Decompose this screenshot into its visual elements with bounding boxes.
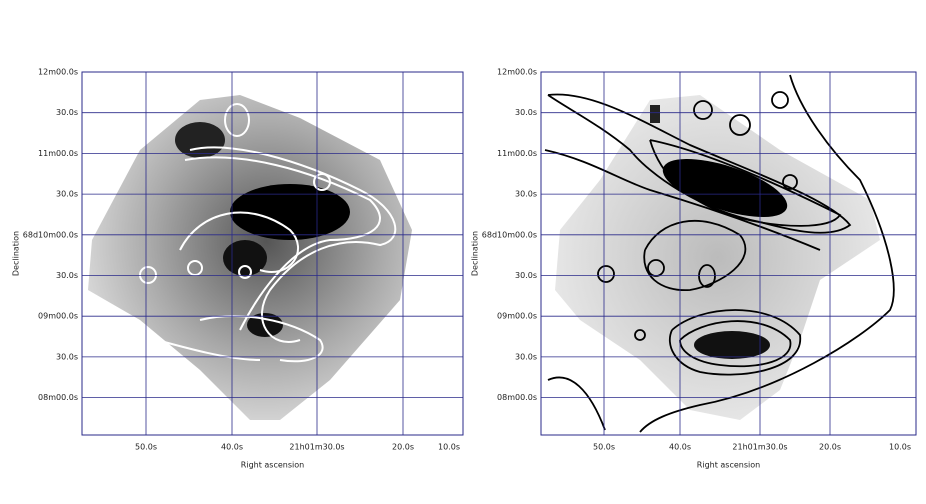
y-tick-label: 30.0s [56,352,78,361]
y-tick-label: 12m00.0s [38,68,78,77]
x-axis-label: Right ascension [241,461,304,470]
contour [224,103,250,137]
dark-region [230,184,350,240]
y-tick-label: 68d10m00.0s [23,230,78,239]
plot-frame [81,71,464,436]
contour [679,320,792,368]
y-tick-label: 09m00.0s [497,312,537,321]
y-tick-label: 08m00.0s [497,393,537,402]
dark-region [175,122,225,158]
y-tick-label: 30.0s [56,271,78,280]
contour [639,74,895,433]
y-axis-label: Declination [12,231,21,276]
y-axis-label: Declination [471,231,480,276]
dark-region [223,240,267,276]
contour [729,114,751,136]
x-tick-label: 50.0s [135,443,157,452]
dark-region [662,158,788,218]
y-tick-label: 30.0s [515,190,537,199]
contour [544,149,821,251]
contour [184,156,381,331]
contour [179,211,300,273]
contour [634,329,646,341]
x-tick-label: 20.0s [819,443,841,452]
contour [547,93,852,234]
x-tick-label: 21h01m30.0s [289,443,344,452]
contour [643,219,747,291]
y-tick-label: 12m00.0s [497,68,537,77]
left-image [88,95,412,420]
contour [189,146,397,343]
contour [139,266,157,284]
y-tick-label: 30.0s [515,352,537,361]
contour [187,260,203,276]
contour [119,329,261,361]
plot-frame [540,71,917,436]
contour [597,265,615,283]
y-tick-label: 68d10m00.0s [482,230,537,239]
x-axis-label: Right ascension [697,461,760,470]
y-tick-label: 30.0s [56,190,78,199]
contour [693,100,713,120]
contour [547,376,606,431]
x-tick-label: 21h01m30.0s [732,443,787,452]
x-tick-label: 50.0s [593,443,615,452]
x-tick-label: 10.0s [889,443,911,452]
x-tick-label: 10.0s [438,443,460,452]
contour [649,139,842,227]
contour [238,265,252,279]
y-tick-label: 30.0s [56,108,78,117]
right-image [544,74,895,433]
x-tick-label: 40.0s [669,443,691,452]
contour [782,174,798,190]
y-tick-label: 08m00.0s [38,393,78,402]
contour [698,264,716,288]
y-tick-label: 30.0s [515,108,537,117]
dark-region [650,105,660,123]
y-tick-label: 11m00.0s [38,149,78,158]
x-tick-label: 40.0s [221,443,243,452]
x-tick-label: 20.0s [392,443,414,452]
contour [313,173,331,191]
y-tick-label: 11m00.0s [497,149,537,158]
dark-region [247,313,283,337]
y-tick-label: 09m00.0s [38,312,78,321]
contour [771,91,789,109]
dark-region [694,331,770,359]
contour [668,309,801,376]
y-tick-label: 30.0s [515,271,537,280]
contour [647,259,665,277]
